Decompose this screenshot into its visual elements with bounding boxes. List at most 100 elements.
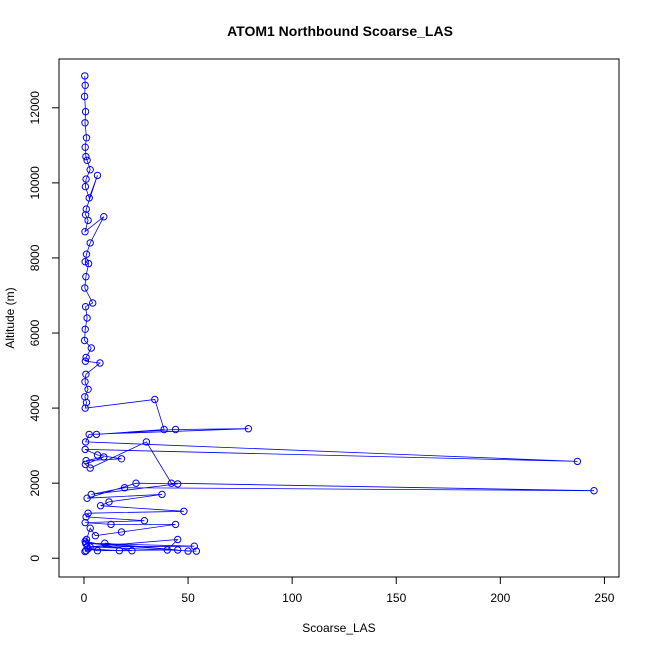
data-point: [192, 547, 201, 555]
data-point: [82, 456, 90, 465]
data-point: [82, 353, 90, 362]
data-point: [180, 507, 188, 515]
data-point: [86, 464, 94, 472]
data-point: [81, 81, 89, 90]
data-point: [89, 299, 97, 307]
data-point: [158, 490, 166, 499]
data-point: [82, 175, 90, 183]
data-point: [80, 92, 89, 101]
data-point: [81, 228, 89, 236]
data-point: [590, 487, 598, 495]
data-point: [190, 542, 199, 550]
x-tick-label: 250: [594, 591, 614, 605]
data-point: [174, 546, 182, 554]
data-point: [82, 250, 91, 258]
data-point: [85, 194, 93, 202]
data-point: [87, 490, 96, 499]
data-point: [160, 425, 168, 434]
data-point: [81, 378, 89, 386]
data-point: [96, 502, 105, 510]
data-point: [81, 518, 89, 527]
y-tick-label: 6000: [28, 319, 42, 346]
data-point: [171, 425, 180, 434]
data-point: [132, 479, 140, 487]
data-point: [100, 213, 108, 221]
y-tick-label: 2000: [28, 469, 42, 496]
data-point: [86, 543, 94, 551]
data-point: [81, 303, 90, 311]
data-point: [87, 344, 96, 352]
data-point: [86, 166, 94, 174]
y-tick-label: 4000: [28, 394, 42, 421]
data-point: [140, 517, 149, 525]
x-tick-label: 150: [386, 591, 406, 605]
y-tick-label: 10000: [28, 166, 42, 200]
data-point: [81, 72, 89, 80]
data-point: [115, 547, 124, 555]
data-point: [82, 370, 90, 378]
y-axis-label: Altitude (m): [3, 287, 17, 348]
data-point: [82, 547, 90, 555]
data-point: [82, 205, 91, 213]
data-point: [86, 239, 94, 247]
x-tick-label: 100: [282, 591, 302, 605]
y-axis: 0 2000 4000 6000 8000 10000 12000: [28, 91, 60, 562]
data-point: [163, 546, 172, 554]
data-point: [151, 395, 159, 404]
data-point: [81, 182, 90, 191]
data-point: [85, 430, 93, 439]
data-point: [93, 171, 102, 180]
data-point: [81, 107, 90, 116]
data-point: [81, 460, 90, 469]
y-tick-label: 12000: [28, 91, 42, 125]
y-tick-label: 8000: [28, 244, 42, 271]
chart-title: ATOM1 Northbound Scoarse_LAS: [227, 23, 453, 39]
x-tick-label: 200: [490, 591, 510, 605]
data-point: [81, 438, 90, 446]
data-point: [84, 259, 93, 268]
data-point: [82, 152, 90, 161]
data-point: [81, 325, 89, 333]
data-point: [107, 520, 115, 529]
data-point: [81, 357, 90, 365]
data-point: [86, 524, 94, 532]
data-point: [117, 455, 126, 463]
data-point: [82, 535, 91, 544]
x-axis-label: Scoarse_LAS: [302, 621, 375, 635]
data-point: [84, 509, 92, 517]
plot-area: [80, 72, 598, 556]
data-point: [82, 539, 90, 547]
data-point: [84, 216, 92, 225]
x-tick-label: 50: [181, 591, 195, 605]
data-point: [101, 539, 109, 547]
data-point: [82, 513, 90, 521]
data-point: [84, 385, 92, 393]
data-point: [573, 457, 582, 466]
data-point: [82, 273, 90, 281]
data-point: [80, 336, 89, 345]
data-point: [91, 532, 100, 540]
data-point: [128, 547, 136, 555]
data-point: [83, 156, 91, 165]
data-point: [82, 134, 91, 142]
data-point: [174, 480, 182, 488]
data-point: [82, 398, 91, 407]
data-point: [81, 143, 89, 151]
data-point: [174, 535, 182, 544]
data-point: [83, 494, 91, 502]
series-line: [84, 75, 595, 552]
x-axis: 0 50 100 150 200 250: [81, 576, 615, 605]
data-point: [120, 484, 129, 492]
data-point: [93, 547, 102, 555]
data-point: [81, 284, 89, 292]
data-point: [244, 425, 253, 433]
data-point: [83, 314, 91, 322]
data-point: [142, 438, 151, 446]
data-point: [81, 119, 89, 127]
y-tick-label: 0: [28, 555, 42, 562]
data-point: [92, 430, 101, 439]
data-point: [184, 547, 192, 555]
x-tick-label: 0: [81, 591, 88, 605]
data-point: [81, 547, 89, 556]
